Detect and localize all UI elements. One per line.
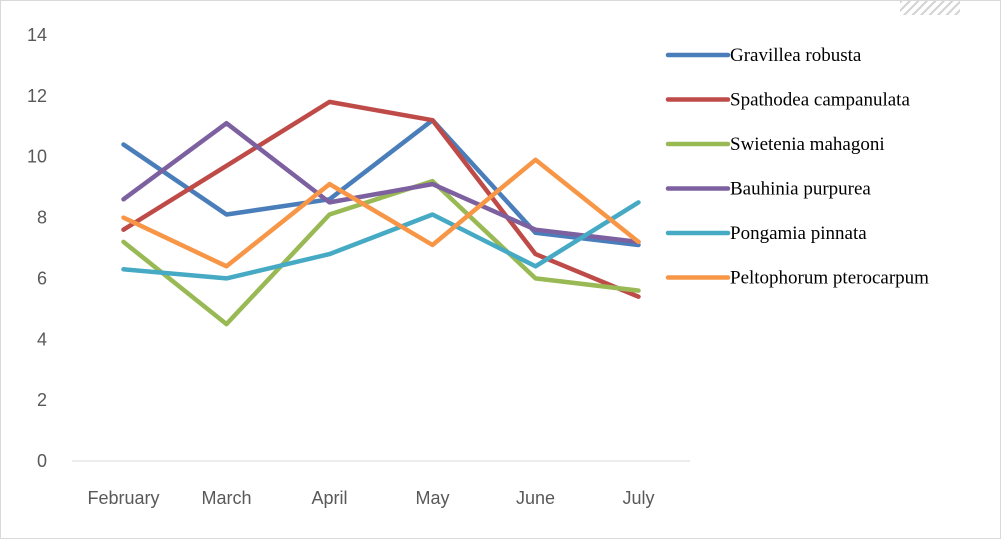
x-tick-label: April: [311, 488, 347, 508]
y-axis-ticks: 0 2 4 6 8 10 12 14: [27, 25, 47, 471]
y-tick-label: 0: [37, 451, 47, 471]
y-tick-label: 14: [27, 25, 47, 45]
x-axis-ticks: February March April May June July: [87, 488, 654, 508]
legend-label: Bauhinia purpurea: [730, 179, 871, 200]
legend-label: Peltophorum pterocarpum: [730, 268, 929, 289]
legend-label: Gravillea robusta: [730, 45, 862, 66]
y-tick-label: 8: [37, 208, 47, 228]
series-line: [121, 178, 641, 327]
y-tick-label: 12: [27, 86, 47, 106]
series-lines: [121, 99, 641, 327]
y-tick-label: 6: [37, 268, 47, 288]
legend-label: Pongamia pinnata: [730, 223, 867, 244]
series-line: [121, 120, 641, 245]
series-line: [121, 157, 641, 269]
legend-label: Swietenia mahagoni: [730, 134, 885, 155]
series-line: [121, 99, 641, 299]
x-tick-label: June: [516, 488, 555, 508]
x-tick-label: February: [87, 488, 159, 508]
legend-label: Spathodea campanulata: [730, 90, 910, 111]
y-tick-label: 2: [37, 390, 47, 410]
y-tick-label: 10: [27, 147, 47, 167]
x-tick-label: May: [415, 488, 449, 508]
y-tick-label: 4: [37, 329, 47, 349]
x-tick-label: March: [201, 488, 251, 508]
x-tick-label: July: [622, 488, 654, 508]
legend: Gravillea robusta Spathodea campanulata Sw…: [665, 45, 929, 289]
series-line: [121, 117, 641, 248]
corner-stripe-decoration: [900, 1, 960, 15]
series-line: [121, 200, 641, 281]
